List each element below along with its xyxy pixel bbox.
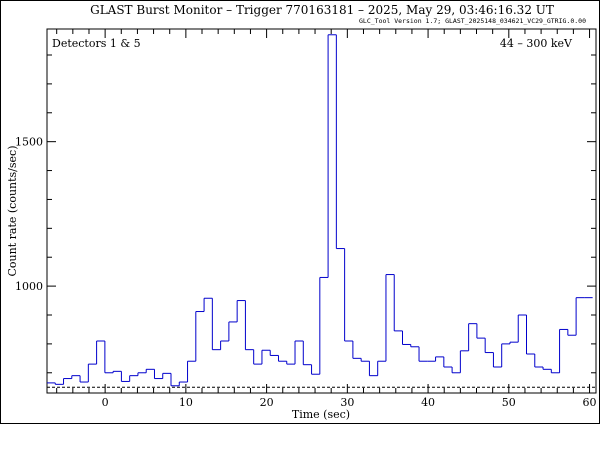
y-tick-label: 1500 — [15, 136, 43, 149]
axis-tick-labels: 0 10 20 30 40 50 60 1000 1500 — [15, 136, 597, 409]
axis-ticks — [47, 29, 596, 393]
lightcurve-series — [47, 34, 593, 387]
version-label: GLC_Tool Version 1.7; GLAST_2025148_0346… — [359, 17, 586, 25]
y-tick-label: 1000 — [15, 280, 43, 293]
x-tick-label: 10 — [179, 396, 193, 409]
energy-range-label: 44 – 300 keV — [500, 37, 573, 50]
y-axis-label: Count rate (counts/sec) — [6, 146, 19, 277]
x-tick-label: 30 — [340, 396, 354, 409]
x-axis-label: Time (sec) — [292, 408, 350, 421]
x-tick-label: 0 — [102, 396, 109, 409]
x-tick-label: 40 — [421, 396, 435, 409]
x-tick-label: 20 — [260, 396, 274, 409]
detectors-label: Detectors 1 & 5 — [52, 37, 141, 50]
x-tick-label: 50 — [502, 396, 516, 409]
x-tick-label: 60 — [583, 396, 597, 409]
chart-title: GLAST Burst Monitor – Trigger 770163181 … — [90, 3, 554, 17]
plot-area — [46, 28, 597, 394]
